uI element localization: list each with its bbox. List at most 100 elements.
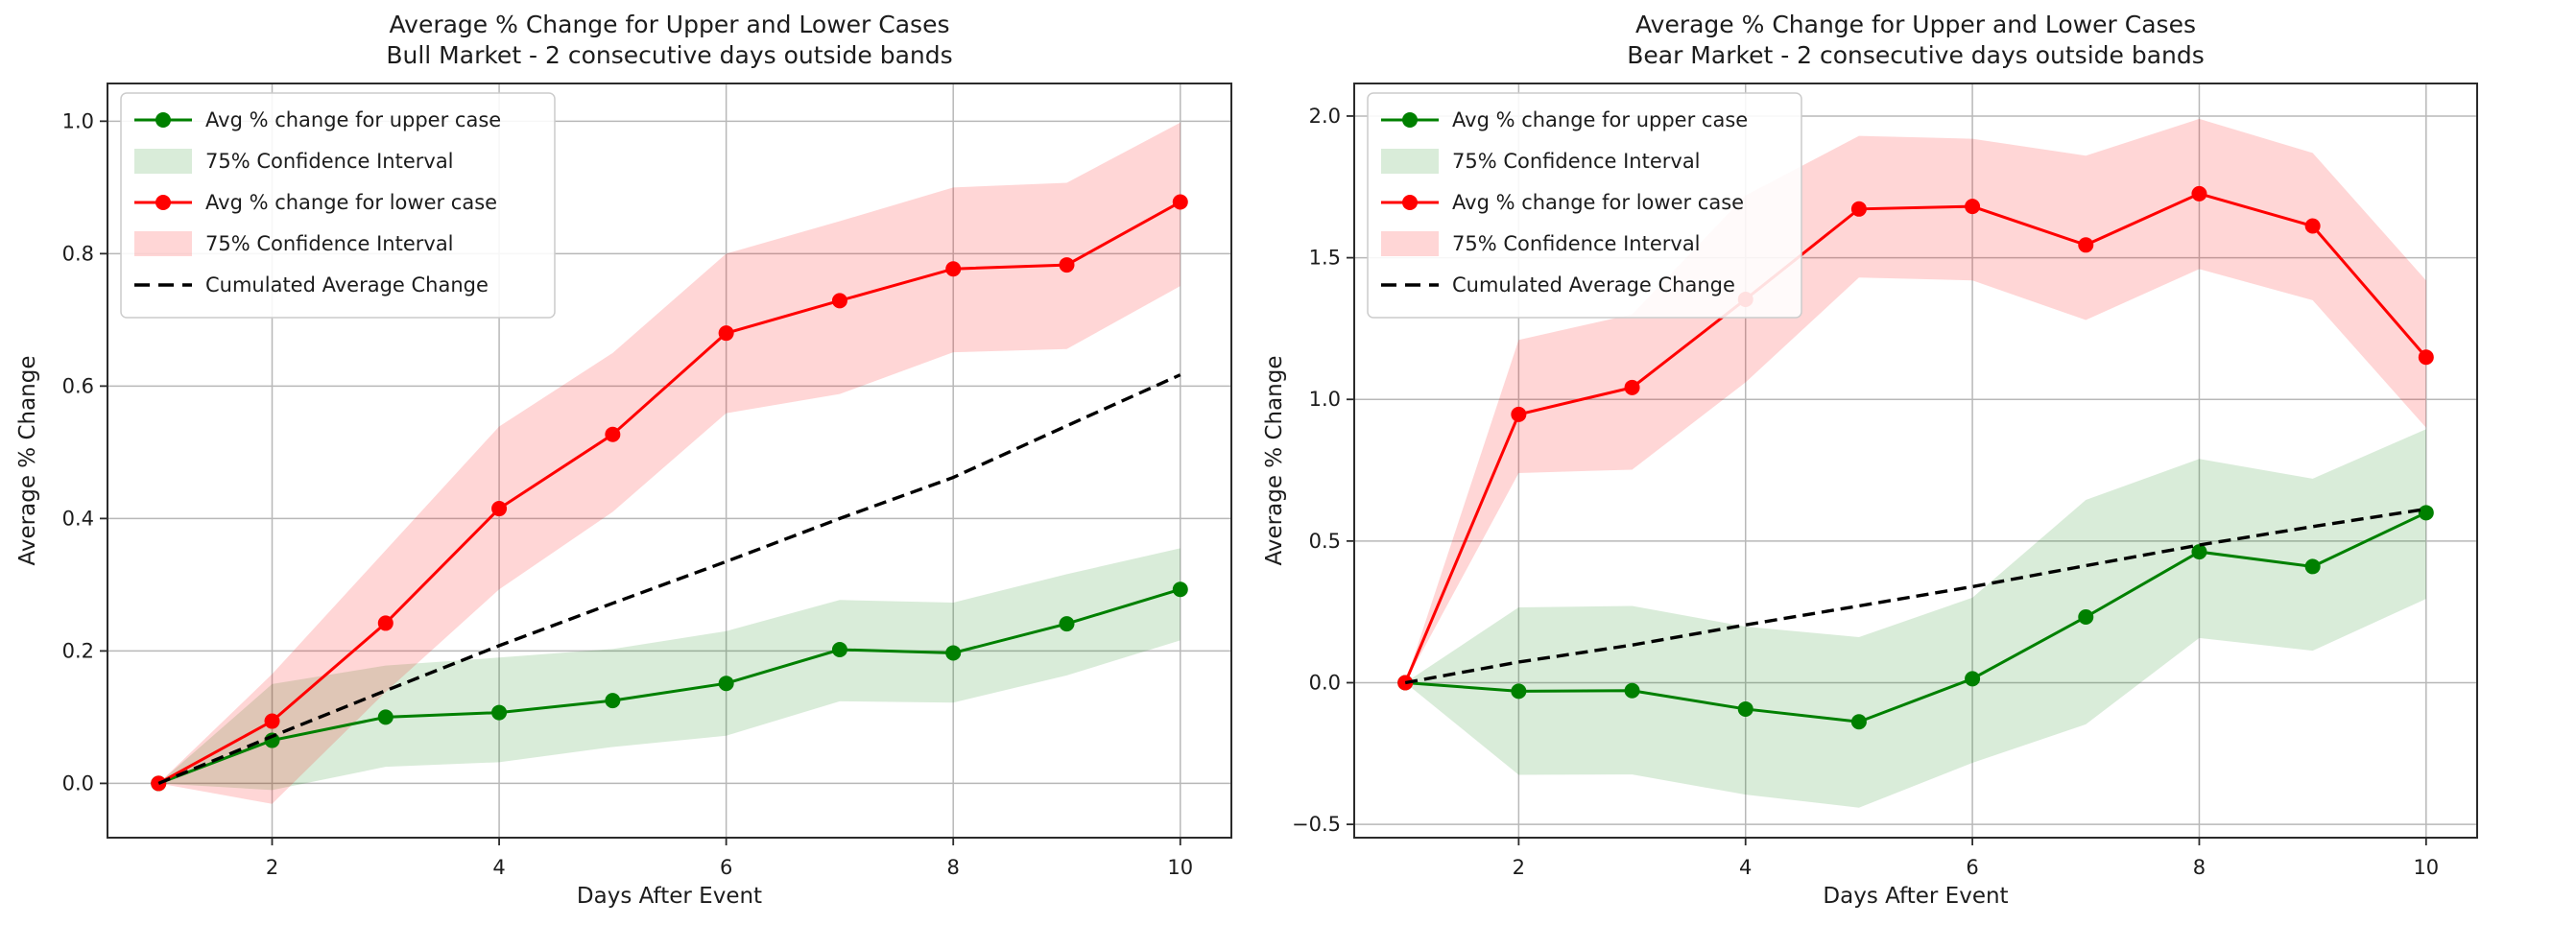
upper-case-line-marker [2078, 608, 2094, 625]
x-tick-label: 6 [1966, 856, 1978, 879]
x-tick-label: 10 [1167, 856, 1193, 879]
x-tick-label: 10 [2413, 856, 2439, 879]
y-tick-label: 0.0 [62, 771, 94, 795]
x-tick-label: 8 [947, 856, 960, 879]
lower-case-line-marker [718, 325, 734, 342]
y-axis-label: Average % Change [1262, 356, 1287, 566]
axis-ticks: 2 4 6 8 10 0.0 0.2 0.4 0.6 0.8 1.0 [62, 109, 1194, 879]
legend-marker-swatch [155, 112, 171, 128]
x-tick-label: 6 [720, 856, 732, 879]
legend-label: 75% Confidence Interval [205, 232, 454, 255]
legend-patch-swatch [134, 149, 192, 174]
lower-case-line-marker [1624, 379, 1640, 395]
upper-confidence-band [158, 548, 1181, 791]
legend-item: 75% Confidence Interval [134, 231, 454, 256]
legend-label: Avg % change for upper case [1452, 108, 1748, 131]
legend-label: 75% Confidence Interval [1452, 150, 1701, 173]
legend-label: Avg % change for lower case [205, 191, 497, 214]
x-axis-label: Days After Event [577, 884, 762, 909]
y-tick-label: 2.0 [1309, 105, 1341, 128]
legend-label: Avg % change for upper case [205, 108, 501, 131]
upper-case-line-marker [1624, 682, 1640, 699]
upper-case-line-marker [2418, 505, 2434, 521]
legend-item: Avg % change for upper case [134, 108, 501, 131]
legend-label: Cumulated Average Change [1452, 273, 1735, 296]
y-tick-label: 0.5 [1309, 530, 1341, 553]
upper-case-line-marker [1850, 714, 1867, 730]
y-tick-label: 1.5 [1309, 247, 1341, 270]
y-tick-label: 0.0 [1309, 671, 1341, 694]
upper-case-line [157, 587, 1181, 785]
chart-title-line1: Average % Change for Upper and Lower Cas… [1635, 11, 2196, 38]
legend-item: Cumulated Average Change [1381, 273, 1735, 296]
upper-case-line-marker [718, 676, 734, 692]
upper-case-line-marker [1511, 683, 1527, 700]
legend-label: 75% Confidence Interval [1452, 232, 1701, 255]
upper-case-line-marker [2191, 544, 2207, 560]
legend-box [1367, 92, 1802, 319]
upper-case-line-marker [1965, 671, 1981, 687]
lower-case-line-marker [264, 713, 280, 729]
upper-case-line-marker [2304, 558, 2321, 575]
chart-title-line1: Average % Change for Upper and Lower Cas… [390, 11, 950, 38]
lower-case-line [157, 201, 1181, 785]
upper-case-line-marker [1737, 700, 1753, 717]
upper-case-line-marker [377, 709, 394, 725]
axis-ticks: 2 4 6 8 10 −0.5 0.0 0.5 1.0 1.5 2.0 [1292, 105, 2439, 879]
upper-case-line-marker [945, 645, 962, 661]
legend-item: Cumulated Average Change [134, 273, 489, 296]
y-tick-label: 1.0 [62, 109, 94, 132]
upper-case-line-marker [1059, 616, 1075, 632]
y-axis-label: Average % Change [15, 356, 40, 566]
upper-case-line-marker [1172, 581, 1188, 598]
x-tick-label: 4 [1739, 856, 1752, 879]
lower-case-line-marker [2191, 185, 2207, 202]
legend-item: 75% Confidence Interval [134, 149, 454, 174]
lower-case-line-marker [1965, 199, 1981, 215]
lower-case-line-marker [945, 261, 962, 277]
lower-case-line-marker [1059, 257, 1075, 273]
chart-title-line2: Bull Market - 2 consecutive days outside… [386, 41, 952, 69]
cumulated-average-line [157, 373, 1181, 785]
legend: Avg % change for upper case 75% Confidenc… [1367, 92, 1802, 319]
lower-confidence-band [1405, 118, 2426, 683]
legend-marker-swatch [1402, 112, 1418, 128]
bull-market-chart: 2 4 6 8 10 0.0 0.2 0.4 0.6 0.8 1.0 Average % Change… [15, 11, 1232, 909]
y-tick-label: 0.6 [62, 374, 94, 397]
upper-case-line-marker [605, 693, 621, 709]
lower-case-line-marker [377, 615, 394, 631]
lower-case-line-marker [2078, 237, 2094, 253]
lower-case-line [1403, 192, 2427, 684]
lower-case-line-marker [831, 293, 847, 309]
upper-case-line-marker [831, 642, 847, 658]
legend-item: Avg % change for lower case [134, 191, 497, 214]
legend: Avg % change for upper case 75% Confidenc… [120, 92, 556, 319]
x-tick-label: 8 [2193, 856, 2206, 879]
lower-case-line-marker [491, 501, 508, 517]
legend-item: 75% Confidence Interval [1381, 231, 1701, 256]
x-tick-label: 2 [266, 856, 278, 879]
y-tick-label: 0.8 [62, 242, 94, 265]
legend-label: Avg % change for lower case [1452, 191, 1744, 214]
y-tick-label: 0.2 [62, 639, 94, 662]
legend-label: Cumulated Average Change [205, 273, 489, 296]
lower-case-line-marker [1850, 201, 1867, 217]
x-tick-label: 2 [1513, 856, 1525, 879]
legend-patch-swatch [1381, 149, 1439, 174]
y-tick-label: 1.0 [1309, 388, 1341, 411]
y-tick-label: −0.5 [1292, 813, 1341, 836]
lower-case-line-marker [2418, 349, 2434, 366]
legend-item: Avg % change for lower case [1381, 191, 1744, 214]
legend-label: 75% Confidence Interval [205, 150, 454, 173]
plot-border [1353, 83, 2478, 839]
lower-case-line-marker [1172, 194, 1188, 210]
y-tick-label: 0.4 [62, 507, 94, 530]
lower-case-line-marker [1511, 406, 1527, 422]
lower-confidence-band [158, 122, 1181, 804]
legend-item: 75% Confidence Interval [1381, 149, 1701, 174]
upper-case-line [1405, 510, 2427, 723]
x-axis-label: Days After Event [1823, 884, 2008, 909]
lower-case-line-marker [605, 426, 621, 442]
